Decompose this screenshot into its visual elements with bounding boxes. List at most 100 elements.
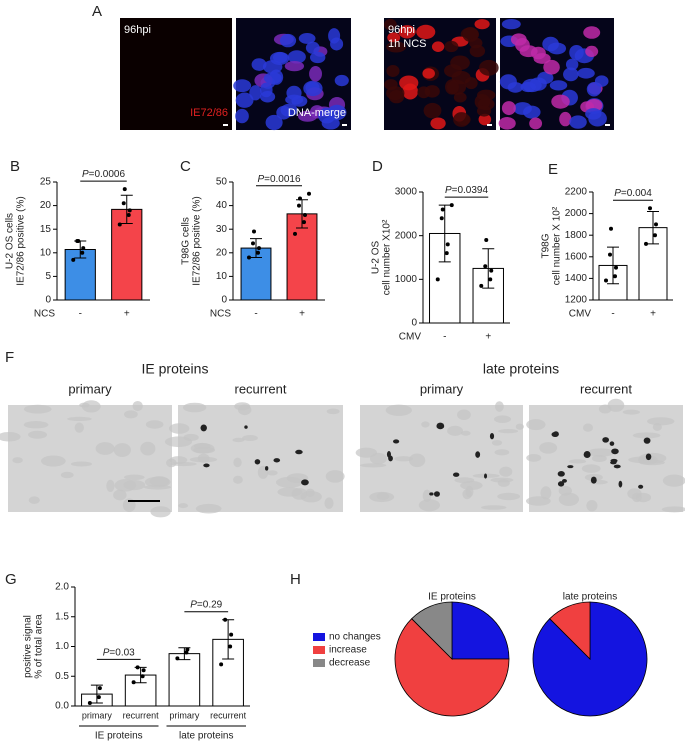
- data-point: [302, 220, 306, 225]
- x-tick-label: primary: [82, 710, 113, 720]
- texture: [408, 453, 426, 468]
- texture: [28, 496, 40, 504]
- panel-letter: B: [10, 158, 20, 175]
- data-point: [126, 213, 131, 218]
- stain: [301, 479, 309, 486]
- group-label: late proteins: [483, 361, 559, 377]
- data-point: [440, 207, 445, 212]
- y-tick-label: 1.0: [55, 641, 69, 652]
- y-tick-label: 25: [40, 177, 52, 188]
- texture: [457, 409, 471, 421]
- texture: [493, 415, 512, 423]
- nucleus: [594, 75, 609, 87]
- nucleus: [334, 74, 349, 87]
- nucleus: [529, 117, 543, 130]
- x-tick-label: primary: [169, 710, 200, 720]
- image-label: IE72/86: [190, 107, 228, 119]
- y-tick-label: 0.5: [55, 671, 69, 682]
- texture: [0, 431, 21, 442]
- texture: [150, 506, 171, 518]
- texture: [40, 455, 66, 467]
- nucleus: [577, 67, 595, 79]
- pie-slice: [394, 618, 510, 717]
- nucleus: [450, 55, 470, 71]
- texture: [168, 423, 190, 434]
- stain: [273, 458, 281, 463]
- texture: [499, 466, 513, 477]
- y-tick-label: 2000: [395, 230, 418, 241]
- data-point: [445, 242, 450, 247]
- nucleus: [417, 86, 431, 99]
- texture: [113, 489, 127, 501]
- micrograph: [120, 18, 232, 130]
- stain: [557, 470, 565, 477]
- panel-letter: D: [372, 158, 383, 175]
- y-tick-label: 50: [216, 177, 228, 188]
- texture: [558, 492, 580, 506]
- scale-bar: [128, 500, 160, 502]
- nucleus: [543, 59, 560, 75]
- x-tick-label: +: [485, 332, 491, 343]
- nucleus: [259, 82, 273, 98]
- stain: [436, 422, 445, 430]
- texture: [369, 452, 387, 465]
- y-tick-label: 5: [45, 271, 51, 282]
- image-label: recurrent: [234, 381, 286, 396]
- stain: [645, 453, 652, 461]
- stain: [609, 441, 615, 446]
- x-tick-label: recurrent: [123, 710, 160, 720]
- panel-letter: H: [290, 571, 301, 588]
- texture: [418, 499, 441, 512]
- data-point: [96, 695, 101, 700]
- texture: [447, 425, 464, 436]
- data-point: [117, 222, 122, 227]
- y-axis-label: positive signal: [23, 615, 34, 678]
- texture: [197, 453, 210, 463]
- stain: [475, 451, 481, 458]
- data-point: [609, 226, 613, 231]
- data-point: [135, 665, 140, 670]
- texture: [632, 432, 661, 439]
- texture: [23, 404, 52, 414]
- texture: [145, 420, 164, 429]
- texture: [140, 441, 156, 456]
- texture: [569, 459, 587, 464]
- texture: [324, 497, 334, 509]
- nucleus: [386, 65, 400, 77]
- nucleus: [251, 58, 267, 71]
- data-point: [185, 647, 190, 652]
- stain: [429, 492, 434, 496]
- data-point: [76, 239, 81, 243]
- nucleus: [520, 81, 537, 93]
- nucleus: [287, 50, 306, 64]
- bar: [168, 653, 201, 707]
- image-label: 1h NCS: [388, 38, 427, 50]
- nucleus: [569, 115, 587, 129]
- texture: [581, 464, 601, 473]
- stain: [583, 451, 591, 459]
- texture: [123, 474, 145, 481]
- image-label: 96hpi: [388, 24, 415, 36]
- stain: [433, 491, 440, 497]
- texture: [515, 423, 524, 430]
- stain: [200, 424, 207, 432]
- nucleus: [478, 59, 499, 76]
- texture: [587, 448, 615, 457]
- nucleus: [513, 102, 532, 115]
- nucleus: [549, 80, 568, 91]
- data-point: [483, 264, 488, 269]
- nucleus: [422, 68, 435, 79]
- y-tick-label: 3000: [395, 187, 418, 198]
- y-tick-label: 10: [216, 271, 228, 282]
- texture: [498, 428, 519, 434]
- texture: [124, 410, 138, 419]
- group-label: IE proteins: [142, 361, 209, 377]
- nucleus: [298, 110, 318, 122]
- stain: [643, 437, 651, 444]
- texture: [662, 474, 685, 487]
- nucleus: [565, 58, 579, 71]
- error-bar: [482, 248, 495, 289]
- nucleus: [585, 45, 599, 58]
- y-tick-label: 0.0: [55, 701, 69, 712]
- nucleus: [276, 105, 292, 120]
